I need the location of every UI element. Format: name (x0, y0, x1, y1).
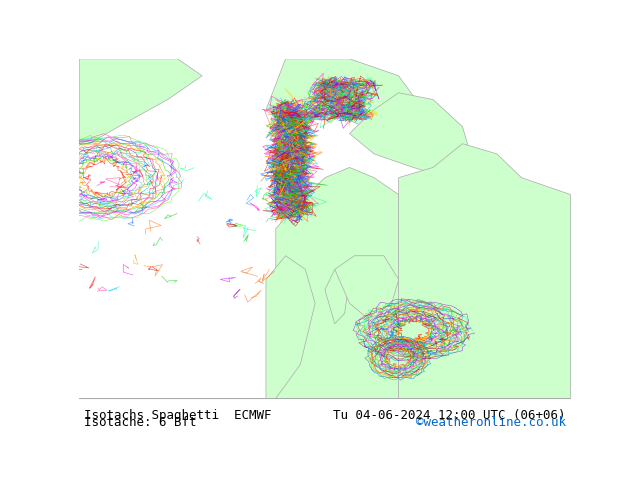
Text: Isotachs Spaghetti  ECMWF: Isotachs Spaghetti ECMWF (84, 409, 271, 422)
Text: Isotache: 6 Bft: Isotache: 6 Bft (84, 416, 197, 429)
Text: ©weatheronline.co.uk: ©weatheronline.co.uk (416, 416, 566, 429)
Text: Tu 04-06-2024 12:00 UTC (06+06): Tu 04-06-2024 12:00 UTC (06+06) (333, 409, 566, 422)
